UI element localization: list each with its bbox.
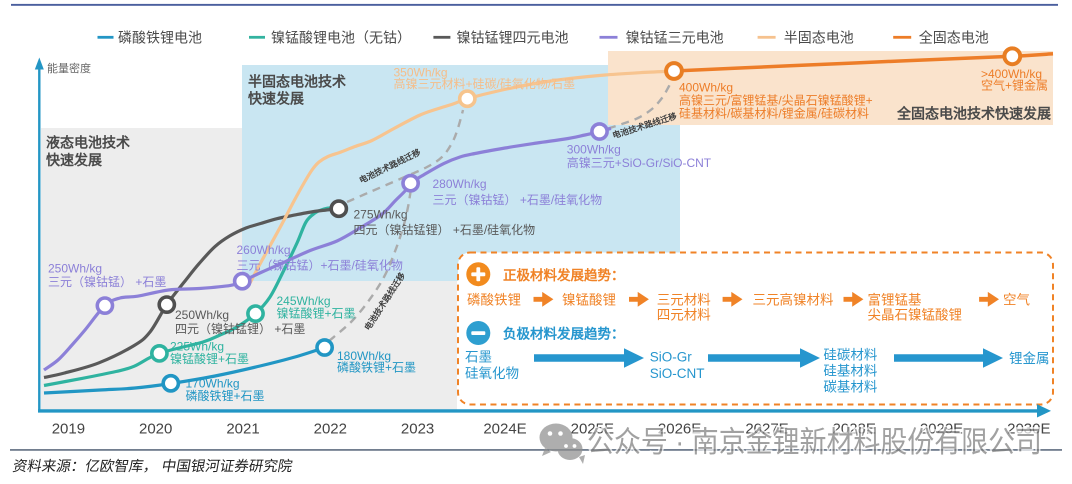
svg-text:2027E: 2027E [745,421,788,438]
svg-text:三元高镍材料: 三元高镍材料 [753,292,834,308]
svg-text:液态电池技术: 液态电池技术 [46,135,130,151]
svg-text:半固态电池: 半固态电池 [784,30,854,46]
svg-text:镍锰酸锂+石墨: 镍锰酸锂+石墨 [170,351,249,366]
svg-text:公众号 · 南京金锂新材料股份有限公司: 公众号 · 南京金锂新材料股份有限公司 [587,426,1042,459]
svg-text:硅基材料/碳基材料/锂金属/硅碳材料: 硅基材料/碳基材料/锂金属/硅碳材料 [679,106,869,121]
svg-text:四元（镍钴锰锂） +石墨: 四元（镍钴锰锂） +石墨 [175,321,305,336]
svg-text:磷酸铁锂: 磷酸铁锂 [467,293,521,308]
svg-text:镍钴锰三元电池: 镍钴锰三元电池 [626,30,724,46]
svg-text:负极材料发展趋势：: 负极材料发展趋势： [503,326,625,342]
svg-text:高镍三元材料+硅碳/硅氧化物/石墨: 高镍三元材料+硅碳/硅氧化物/石墨 [394,76,576,91]
svg-text:四元材料: 四元材料 [657,308,711,323]
svg-text:镍锰酸锂电池（无钴）: 镍锰酸锂电池（无钴） [271,30,411,46]
svg-text:镍锰酸锂+石墨: 镍锰酸锂+石墨 [277,306,356,321]
svg-text:锂金属: 锂金属 [1009,351,1050,366]
svg-text:2023: 2023 [401,421,434,438]
svg-text:半固态电池技术: 半固态电池技术 [248,74,346,90]
svg-text:275Wh/kg: 275Wh/kg [354,208,408,222]
svg-text:2029E: 2029E [920,421,963,438]
svg-text:磷酸铁锂电池: 磷酸铁锂电池 [118,30,202,46]
svg-text:三元（镍钴锰） +石墨: 三元（镍钴锰） +石墨 [48,274,166,289]
svg-text:2028E: 2028E [833,421,876,438]
svg-text:空气+锂金属: 空气+锂金属 [981,78,1048,93]
svg-text:硅氧化物: 硅氧化物 [465,366,519,381]
svg-text:280Wh/kg: 280Wh/kg [433,177,487,191]
svg-text:400Wh/kg: 400Wh/kg [679,81,733,95]
svg-text:高镍三元+SiO-Gr/SiO-CNT: 高镍三元+SiO-Gr/SiO-CNT [567,155,712,170]
svg-text:2022: 2022 [314,421,347,438]
svg-text:2025E: 2025E [571,421,614,438]
svg-text:尖晶石镍锰酸锂: 尖晶石镍锰酸锂 [868,308,963,323]
svg-text:>400Wh/kg: >400Wh/kg [981,67,1042,81]
svg-text:镍钴锰锂四元电池: 镍钴锰锂四元电池 [457,30,569,46]
svg-text:180Wh/kg: 180Wh/kg [337,349,391,363]
svg-text:245Wh/kg: 245Wh/kg [277,294,331,308]
svg-text:快速发展: 快速发展 [46,152,102,168]
svg-text:四元（镍钴锰锂） +石墨/硅氧化物: 四元（镍钴锰锂） +石墨/硅氧化物 [354,222,536,237]
svg-text:350Wh/kg: 350Wh/kg [394,66,448,80]
svg-text:三元材料: 三元材料 [657,293,711,308]
svg-text:富锂锰基: 富锂锰基 [868,292,922,308]
svg-text:正极材料发展趋势：: 正极材料发展趋势： [503,267,625,283]
svg-text:空气: 空气 [1003,293,1030,308]
svg-text:三元（镍钴锰） +石墨/硅氧化物: 三元（镍钴锰） +石墨/硅氧化物 [433,192,603,207]
svg-text:镍锰酸锂: 镍锰酸锂 [562,293,616,308]
svg-text:2020: 2020 [139,421,172,438]
svg-text:300Wh/kg: 300Wh/kg [567,143,621,157]
svg-text:2030E: 2030E [1007,421,1050,438]
svg-text:2024E: 2024E [483,421,526,438]
svg-text:硅基材料: 硅基材料 [823,363,877,379]
svg-text:高镍三元/富锂锰基/尖晶石镍锰酸锂+: 高镍三元/富锂锰基/尖晶石镍锰酸锂+ [679,93,873,108]
svg-text:250Wh/kg: 250Wh/kg [175,308,229,322]
svg-text:260Wh/kg: 260Wh/kg [237,243,291,257]
svg-text:石墨: 石墨 [465,350,492,365]
svg-text:硅碳材料: 硅碳材料 [823,348,877,363]
svg-text:2019: 2019 [52,421,85,438]
svg-text:SiO-Gr: SiO-Gr [650,350,693,365]
svg-text:2021: 2021 [226,421,259,438]
svg-text:磷酸铁锂+石墨: 磷酸铁锂+石墨 [337,360,416,375]
svg-text:225Wh/kg: 225Wh/kg [170,340,224,354]
svg-text:三元（镍钴锰）+石墨/硅氧化物: 三元（镍钴锰）+石墨/硅氧化物 [237,258,403,273]
svg-text:快速发展: 快速发展 [248,91,304,107]
svg-text:全固态电池: 全固态电池 [919,30,989,46]
svg-text:170Wh/kg: 170Wh/kg [186,377,240,391]
svg-text:能量密度: 能量密度 [47,61,91,75]
svg-text:磷酸铁锂+石墨: 磷酸铁锂+石墨 [186,388,265,403]
svg-text:碳基材料: 碳基材料 [823,379,877,395]
svg-text:资料来源：亿欧智库， 中国银河证券研究院: 资料来源：亿欧智库， 中国银河证券研究院 [11,458,294,475]
svg-text:全固态电池技术快速发展: 全固态电池技术快速发展 [896,106,1051,122]
svg-text:SiO-CNT: SiO-CNT [650,366,705,381]
svg-text:2026E: 2026E [658,421,701,438]
svg-text:250Wh/kg: 250Wh/kg [48,262,102,276]
